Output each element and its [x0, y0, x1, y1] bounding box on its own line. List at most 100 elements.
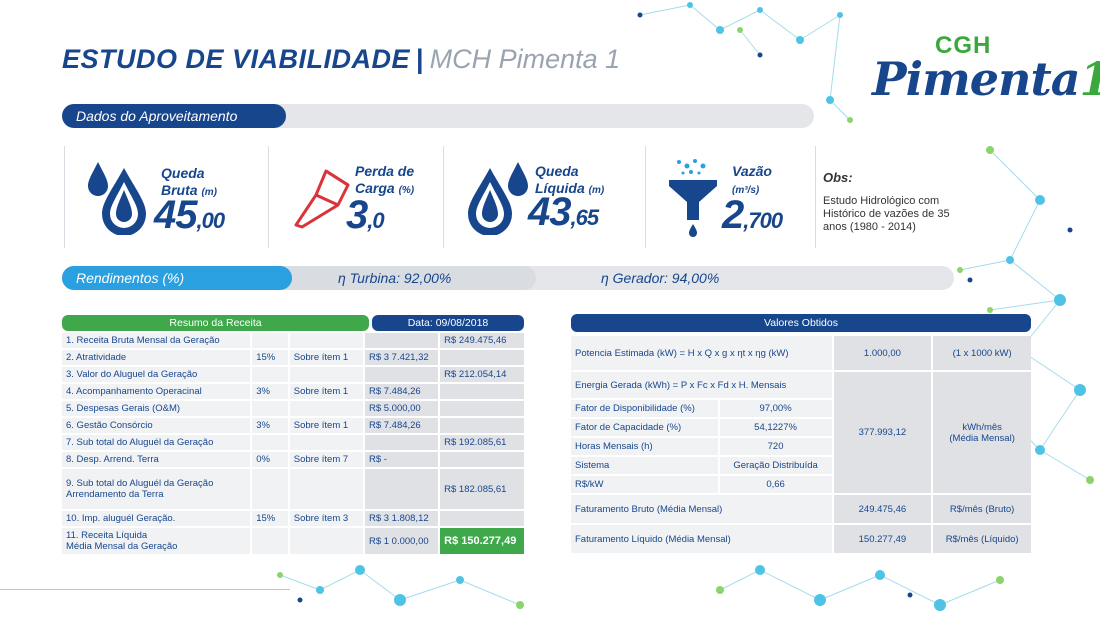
row-reference	[289, 528, 363, 554]
row-reference	[289, 469, 363, 509]
row-value: R$ -	[364, 452, 439, 467]
queda-bruta-int: 45	[154, 193, 197, 237]
row-percent	[252, 401, 288, 416]
param-label: Sistema	[571, 457, 718, 474]
param-label: R$/kW	[571, 476, 718, 493]
row-percent: 15%	[252, 350, 288, 365]
table-row: 2. Atratividade 15% Sobre ítem 1 R$ 3 7.421…	[62, 350, 524, 365]
queda-bruta-dec: ,00	[196, 208, 226, 233]
queda-liquida-label: Queda Líquida (m)	[535, 163, 604, 199]
table-row: 6. Gestão Consórcio 3% Sobre ítem 1 R$ 7.48…	[62, 418, 524, 433]
title-main: ESTUDO DE VIABILIDADE	[62, 44, 411, 74]
divider	[815, 146, 816, 248]
table-row: Fator de Capacidade (%) 54,1227%	[571, 419, 1031, 436]
valores-header: Valores Obtidos	[571, 314, 1031, 332]
row-reference: Sobre ítem 1	[289, 350, 363, 365]
param-value: Geração Distribuída	[719, 457, 832, 474]
row-percent: 3%	[252, 384, 288, 399]
perda-carga-label: Perda de Carga (%)	[355, 163, 414, 199]
energia-label: Energia Gerada (kWh) = P x Fc x Fd x H. …	[571, 372, 832, 398]
row-total	[440, 418, 524, 433]
vazao-value: 2,700	[722, 193, 783, 238]
resumo-table: 1. Receita Bruta Mensal da Geração R$ 249…	[60, 331, 526, 556]
row-reference	[289, 435, 363, 450]
row-description: 3. Valor do Aluguel da Geração	[62, 367, 251, 382]
table-row: 1. Receita Bruta Mensal da Geração R$ 249…	[62, 333, 524, 348]
row-percent	[252, 528, 288, 554]
row-description: 5. Despesas Gerais (O&M)	[62, 401, 251, 416]
param-label: Fator de Capacidade (%)	[571, 419, 718, 436]
fat-bruto-label: Faturamento Bruto (Média Mensal)	[571, 495, 832, 523]
fat-bruto-value: 249.475,46	[833, 495, 932, 523]
rendimentos-section-label: Rendimentos (%)	[62, 266, 292, 290]
table-row: Faturamento Bruto (Média Mensal) 249.475…	[571, 495, 1031, 523]
row-value: R$ 3 7.421,32	[364, 350, 439, 365]
water-drops-icon	[88, 162, 146, 235]
row-percent	[252, 435, 288, 450]
row-total	[440, 511, 524, 526]
row-percent: 15%	[252, 511, 288, 526]
row-reference: Sobre ítem 1	[289, 384, 363, 399]
row-total: R$ 212.054,14	[440, 367, 524, 382]
param-value: 0,66	[719, 476, 832, 493]
row-description: 7. Sub total do Aluguél da Geração	[62, 435, 251, 450]
vazao-unit: (m³/s)	[732, 185, 760, 196]
vazao-dec: ,700	[743, 208, 783, 233]
queda-liquida-unit: (m)	[588, 185, 605, 196]
row-reference: Sobre ítem 3	[289, 511, 363, 526]
energia-unit-line2: (Média Mensal)	[949, 432, 1015, 444]
resumo-header: Resumo da Receita	[62, 315, 369, 331]
row-total	[440, 350, 524, 365]
queda-liquida-label-line1: Queda	[535, 163, 579, 179]
divider	[268, 146, 269, 248]
queda-bruta-label-line1: Queda	[161, 165, 205, 181]
row-percent	[252, 367, 288, 382]
energia-unit-line1: kWh/mês	[962, 421, 1002, 433]
row-value	[364, 435, 439, 450]
row-percent	[252, 333, 288, 348]
queda-bruta-unit: (m)	[201, 187, 218, 198]
table-row: Energia Gerada (kWh) = P x Fc x Fd x H. …	[571, 372, 1031, 493]
gerador-efficiency: η Gerador: 94,00%	[601, 270, 720, 286]
potencia-value: 1.000,00	[833, 336, 932, 370]
table-row: 7. Sub total do Aluguél da Geração R$ 192…	[62, 435, 524, 450]
table-row: 4. Acompanhamento Operacinal 3% Sobre ítem…	[62, 384, 524, 399]
row-description: 11. Receita Líquida Média Mensal da Gera…	[62, 528, 251, 554]
row-description: 4. Acompanhamento Operacinal	[62, 384, 251, 399]
vazao-label-line1: Vazão	[732, 163, 772, 179]
row-total: R$ 150.277,49	[440, 528, 524, 554]
fat-liquido-unit: R$/mês (Líquido)	[933, 525, 1031, 553]
water-drops-icon	[468, 162, 528, 235]
vazao-label: Vazão (m³/s)	[732, 163, 772, 199]
obs-text: Estudo Hidrológico com Histórico de vazõ…	[823, 195, 950, 233]
param-value: 97,00%	[719, 400, 832, 417]
param-label: Fator de Disponibilidade (%)	[571, 400, 718, 417]
row-value: R$ 3 1.808,12	[364, 511, 439, 526]
queda-bruta-value: 45,00	[154, 193, 226, 238]
divider	[443, 146, 444, 248]
obs-title: Obs:	[823, 170, 853, 185]
row-value: R$ 1 0.000,00	[364, 528, 439, 554]
row-description: 8. Desp. Arrend. Terra	[62, 452, 251, 467]
potencia-unit: (1 x 1000 kW)	[933, 336, 1031, 370]
row-value	[364, 469, 439, 509]
table-row: Potencia Estimada (kW) = H x Q x g x ηt …	[571, 336, 1031, 370]
table-row: Fator de Disponibilidade (%) 97,00%	[571, 400, 1031, 417]
row-reference: Sobre ítem 1	[289, 418, 363, 433]
resumo-date-header: Data: 09/08/2018	[372, 315, 524, 331]
energia-value: 377.993,12	[833, 372, 932, 493]
pipe-loss-icon	[294, 169, 350, 229]
vazao-int: 2	[722, 193, 744, 237]
param-value: 720	[719, 438, 832, 455]
row-percent	[252, 469, 288, 509]
divider	[645, 146, 646, 248]
row-description: 2. Atratividade	[62, 350, 251, 365]
logo-cgh: CGH	[935, 32, 992, 59]
perda-carga-label-line1: Perda de	[355, 163, 415, 179]
row-description: 1. Receita Bruta Mensal da Geração	[62, 333, 251, 348]
table-row: Faturamento Líquido (Média Mensal) 150.2…	[571, 525, 1031, 553]
row-value	[364, 333, 439, 348]
perda-carga-dec: ,0	[367, 208, 384, 233]
perda-carga-label-line2: Carga	[355, 180, 395, 196]
